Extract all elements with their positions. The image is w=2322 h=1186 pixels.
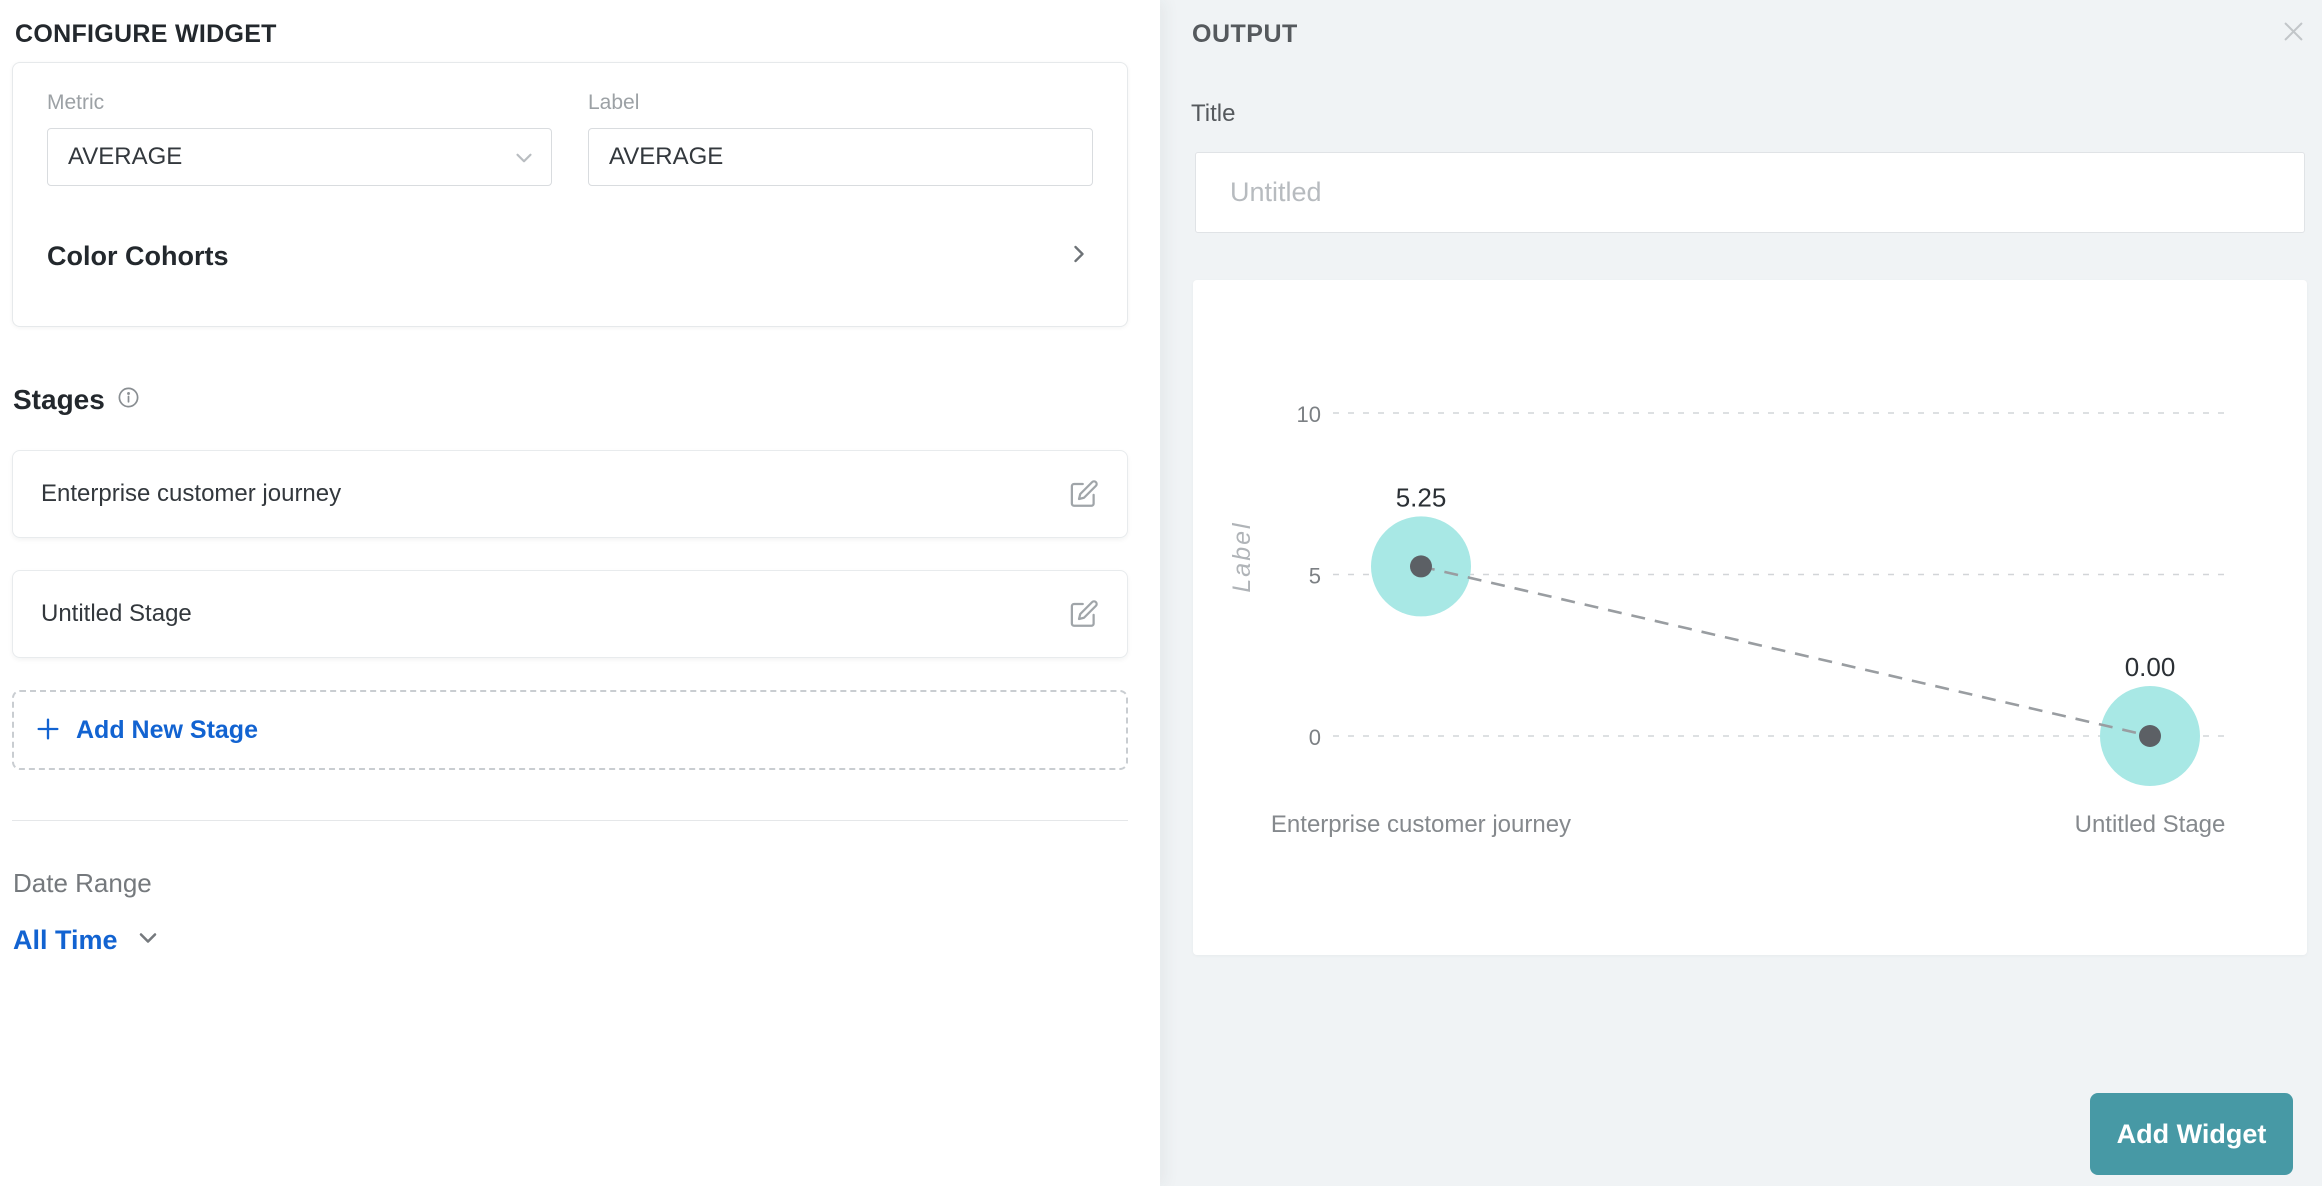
connector-line [1420, 565, 2151, 738]
chevron-down-icon [134, 924, 162, 957]
date-range-select[interactable]: All Time [13, 924, 162, 957]
label-field: Label [588, 91, 1093, 186]
output-panel-title: OUTPUT [1192, 20, 1298, 48]
stage-chart: 10 5 0 Label 5.25 Enterprise customer journey… [1228, 402, 2233, 838]
widget-title-input[interactable] [1195, 152, 2305, 233]
stage-row: Untitled Stage [12, 570, 1128, 658]
add-widget-button[interactable]: Add Widget [2090, 1093, 2293, 1175]
chevron-right-icon [1065, 240, 1093, 273]
add-new-stage-label: Add New Stage [76, 715, 258, 744]
bubble-value-label: 0.00 [2125, 652, 2176, 682]
add-new-stage-button[interactable]: Add New Stage [12, 690, 1128, 770]
y-axis-title: Label [1228, 521, 1256, 592]
color-cohorts-label: Color Cohorts [47, 241, 229, 271]
output-panel: OUTPUT Title 10 5 0 Label 5.25 Enterprise cus… [1160, 0, 2322, 1186]
bubble-center-dot [1410, 555, 1432, 578]
chart-preview-card: 10 5 0 Label 5.25 Enterprise customer journey… [1193, 280, 2307, 955]
configure-panel: CONFIGURE WIDGET Metric AVERAGE Label [0, 0, 1160, 1186]
metric-field-label: Metric [47, 91, 105, 114]
metric-select[interactable]: AVERAGE [47, 128, 552, 186]
y-tick-label: 5 [1309, 564, 1321, 589]
y-tick-label: 0 [1309, 725, 1321, 750]
close-icon [2280, 22, 2307, 48]
bubble-value-label: 5.25 [1396, 482, 1447, 512]
date-range-value: All Time [13, 925, 118, 955]
stages-heading: Stages [13, 384, 105, 415]
metric-select-value: AVERAGE [68, 143, 183, 170]
edit-stage-button[interactable] [1065, 475, 1103, 513]
x-category-label: Untitled Stage [2075, 811, 2226, 838]
stage-row: Enterprise customer journey [12, 450, 1128, 538]
section-divider [12, 820, 1128, 821]
x-category-label: Enterprise customer journey [1271, 811, 1571, 838]
edit-stage-button[interactable] [1065, 595, 1103, 633]
date-range-label: Date Range [13, 868, 152, 898]
metric-fields-row: Metric AVERAGE Label [47, 91, 1093, 186]
metric-config-card: Metric AVERAGE Label Color Cohorts [12, 62, 1128, 327]
label-field-label: Label [588, 91, 640, 114]
stages-header: Stages [13, 384, 140, 416]
edit-pencil-icon [1069, 480, 1099, 512]
plus-icon [34, 715, 62, 746]
metric-field: Metric AVERAGE [47, 91, 552, 186]
y-tick-label: 10 [1297, 402, 1321, 427]
chevron-down-icon [511, 145, 537, 178]
bubble-center-dot [2139, 725, 2161, 747]
stage-name: Enterprise customer journey [41, 480, 342, 507]
configure-panel-title: CONFIGURE WIDGET [15, 20, 277, 48]
stage-name: Untitled Stage [41, 600, 192, 627]
color-cohorts-row[interactable]: Color Cohorts [47, 240, 1093, 273]
info-icon[interactable] [117, 386, 140, 414]
edit-pencil-icon [1069, 600, 1099, 632]
label-input[interactable] [588, 128, 1093, 186]
close-button[interactable] [2278, 16, 2309, 47]
widget-title-label: Title [1191, 100, 1236, 127]
